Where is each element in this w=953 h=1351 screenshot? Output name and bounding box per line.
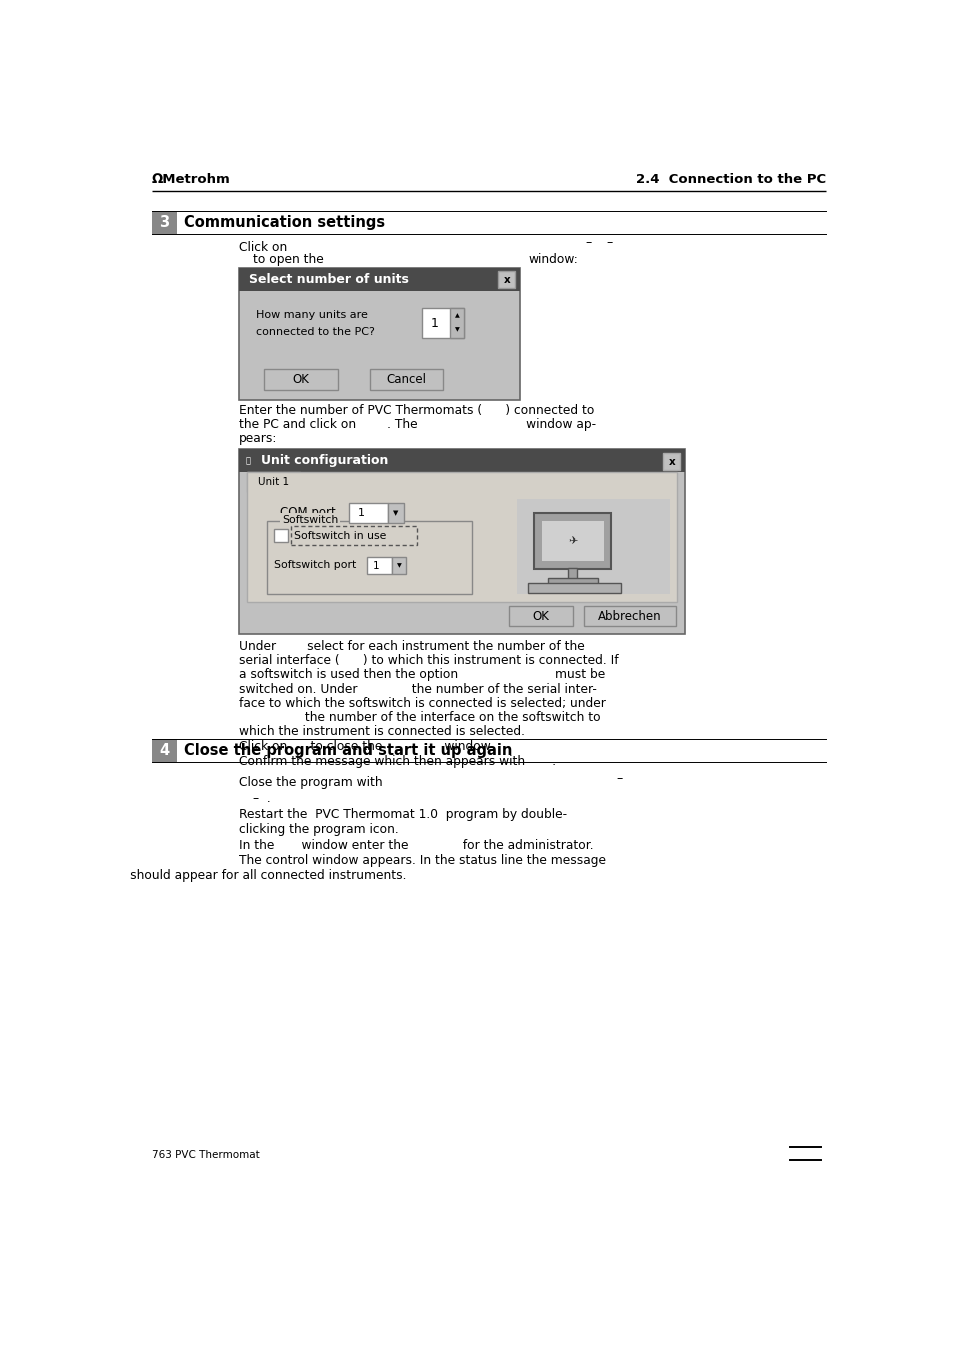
Bar [527, 582, 620, 593]
Text: Confirm the message which then appears with       .: Confirm the message which then appears w… [239, 755, 556, 769]
Bar [388, 503, 403, 523]
Text: x: x [503, 276, 510, 285]
Text: ✈: ✈ [567, 536, 577, 546]
Text: which the instrument is connected is selected.: which the instrument is connected is sel… [239, 725, 525, 739]
Bar [247, 473, 299, 492]
Text: 1: 1 [431, 316, 438, 330]
Text: Abbrechen: Abbrechen [598, 609, 661, 623]
Text: 3: 3 [159, 215, 170, 230]
Bar [497, 272, 515, 288]
Text: Under        select for each instrument the number of the: Under select for each instrument the num… [239, 640, 584, 653]
Text: ▲: ▲ [455, 313, 459, 319]
Text: the PC and click on        . The                            window ap-: the PC and click on . The window ap- [239, 419, 596, 431]
Bar [367, 557, 392, 574]
Text: ▼: ▼ [455, 327, 459, 332]
Text: Close the program with: Close the program with [239, 777, 382, 789]
Text: the number of the interface on the softswitch to: the number of the interface on the softs… [239, 711, 600, 724]
Bar [534, 513, 611, 569]
Text: Communication settings: Communication settings [184, 215, 385, 230]
Text: ▼: ▼ [393, 511, 398, 516]
Bar [239, 450, 684, 473]
Bar [152, 739, 177, 762]
Bar [547, 578, 598, 588]
Text: Unit configuration: Unit configuration [261, 454, 388, 467]
Bar [392, 557, 406, 574]
Bar [567, 567, 577, 578]
Bar [247, 473, 677, 601]
Text: Softswitch in use: Softswitch in use [294, 531, 386, 540]
Text: 763 PVC Thermomat: 763 PVC Thermomat [152, 1150, 259, 1159]
Text: pears:: pears: [239, 432, 277, 444]
Text: –: – [585, 236, 592, 250]
Text: ΩMetrohm: ΩMetrohm [152, 173, 231, 186]
Text: Select number of units: Select number of units [249, 273, 409, 285]
Text: Softswitch: Softswitch [282, 515, 338, 526]
Bar [152, 211, 177, 234]
Bar [274, 528, 288, 543]
Text: 1: 1 [372, 561, 378, 570]
Text: window:: window: [528, 254, 578, 266]
Text: Enter the number of PVC Thermomats (      ) connected to: Enter the number of PVC Thermomats ( ) c… [239, 404, 594, 417]
Bar [541, 521, 603, 561]
Text: 4: 4 [159, 743, 170, 758]
Bar [369, 369, 443, 390]
Text: switched on. Under              the number of the serial inter-: switched on. Under the number of the ser… [239, 682, 597, 696]
Text: Unit 1: Unit 1 [257, 477, 289, 488]
Bar [266, 521, 472, 594]
Text: 2.4  Connection to the PC: 2.4 Connection to the PC [636, 173, 825, 186]
Text: Restart the  PVC Thermomat 1.0  program by double-: Restart the PVC Thermomat 1.0 program by… [239, 808, 567, 821]
Bar [239, 267, 519, 400]
Text: a softswitch is used then the option                         must be: a softswitch is used then the option mus… [239, 669, 605, 681]
Bar [239, 267, 519, 290]
Text: clicking the program icon.: clicking the program icon. [239, 823, 398, 836]
Text: COM port: COM port [279, 507, 335, 519]
Text: ▼: ▼ [396, 563, 401, 569]
Text: –: – [605, 236, 612, 250]
Text: Close the program and start it up again: Close the program and start it up again [184, 743, 512, 758]
Bar [291, 527, 416, 544]
Text: x: x [668, 457, 675, 466]
Text: 📡: 📡 [245, 457, 251, 465]
Text: to open the: to open the [253, 254, 323, 266]
Text: 1: 1 [357, 508, 364, 519]
Bar [583, 605, 675, 627]
Text: –  .: – . [253, 793, 270, 805]
Bar [239, 450, 684, 634]
Text: Softswitch port: Softswitch port [274, 559, 356, 570]
Text: should appear for all connected instruments.: should appear for all connected instrume… [72, 870, 406, 882]
Text: face to which the softswitch is connected is selected; under: face to which the softswitch is connecte… [239, 697, 605, 709]
Bar [264, 369, 337, 390]
Text: OK: OK [532, 609, 549, 623]
Text: serial interface (      ) to which this instrument is connected. If: serial interface ( ) to which this instr… [239, 654, 618, 667]
Text: The control window appears. In the status line the message: The control window appears. In the statu… [239, 854, 606, 867]
Text: In the       window enter the              for the administrator.: In the window enter the for the administ… [239, 839, 594, 851]
Text: connected to the PC?: connected to the PC? [256, 327, 375, 336]
Bar [517, 499, 670, 594]
Bar [349, 503, 388, 523]
Text: Cancel: Cancel [386, 373, 426, 386]
Bar [450, 308, 464, 338]
Bar [662, 453, 679, 470]
Text: How many units are: How many units are [256, 311, 368, 320]
Text: –: – [617, 771, 622, 785]
Bar [509, 605, 572, 627]
Bar [421, 308, 464, 338]
Text: Click on: Click on [239, 240, 287, 254]
Text: Click on      to close the                window.: Click on to close the window. [239, 740, 494, 754]
Text: OK: OK [293, 373, 309, 386]
